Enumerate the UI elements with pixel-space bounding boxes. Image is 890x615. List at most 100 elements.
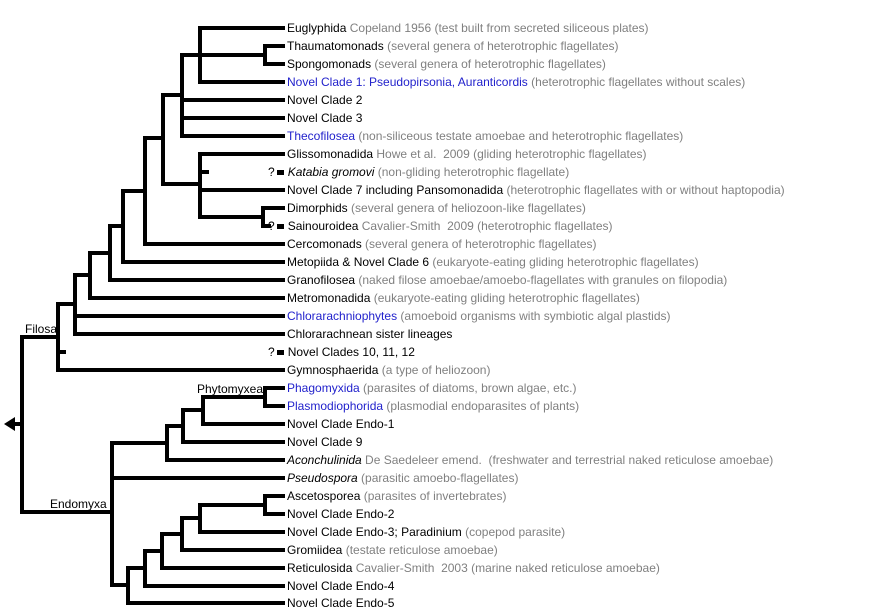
taxon-description: (several genera of heterotrophic flagell… <box>383 39 619 53</box>
taxon-name: Glissomonadida <box>287 147 374 161</box>
taxon-name: Plasmodiophorida <box>287 399 384 413</box>
taxon-name: Pseudospora <box>287 471 358 485</box>
taxon-row: Novel Clade Endo-5 <box>287 594 394 612</box>
tree-branch-horizontal <box>180 134 285 138</box>
clade-label-endomyxa: Endomyxa <box>50 497 107 511</box>
tree-branch-horizontal <box>121 189 147 193</box>
tree-branch-horizontal <box>198 530 285 534</box>
taxon-name: Novel Clade 3 <box>287 111 363 125</box>
uncertainty-stub-icon <box>276 169 284 175</box>
tree-branch-horizontal <box>201 422 285 426</box>
taxon-row: Novel Clade Endo-1 <box>287 415 394 433</box>
taxon-name: Phagomyxida <box>287 381 360 395</box>
taxon-row: Ascetosporea (parasites of invertebrates… <box>287 487 506 505</box>
taxon-row: Glissomonadida Howe et al. 2009 (gliding… <box>287 145 647 163</box>
tree-branch-horizontal <box>56 368 285 372</box>
uncertainty-stub-icon <box>276 223 284 229</box>
tree-branch-horizontal <box>181 440 285 444</box>
tree-branch-horizontal <box>180 116 285 120</box>
taxon-row: Dimorphids (several genera of heliozoon-… <box>287 199 586 217</box>
taxon-name: Novel Clade 9 <box>287 435 363 449</box>
taxon-description: (parasitic amoebo-flagellates) <box>357 471 519 485</box>
tree-branch-vertical <box>110 441 114 587</box>
taxon-description: (parasites of diatoms, brown algae, etc.… <box>359 381 577 395</box>
taxon-row: ? Novel Clades 10, 11, 12 <box>268 343 415 361</box>
tree-branch-horizontal <box>143 136 165 140</box>
tree-branch-horizontal <box>10 422 24 426</box>
taxon-row: Novel Clade 9 <box>287 433 362 451</box>
tree-branch-horizontal <box>165 458 285 462</box>
tree-branch-horizontal <box>56 302 77 306</box>
taxon-row: Novel Clade 2 <box>287 91 362 109</box>
tree-branch-horizontal <box>263 494 285 498</box>
tree-branch-horizontal <box>73 273 92 277</box>
tree-branch-horizontal <box>126 601 285 605</box>
taxon-name: Euglyphida <box>287 21 347 35</box>
tree-branch-horizontal <box>198 503 267 507</box>
taxon-description: (heterotrophic flagellates without scale… <box>527 75 746 89</box>
taxon-description: (eukaryote-eating gliding heterotrophic … <box>429 255 699 269</box>
taxon-row: Reticulosida Cavalier-Smith 2003 (marine… <box>287 559 660 577</box>
taxon-description: (several genera of heterotrophic flagell… <box>371 57 606 71</box>
taxon-row: Gromiidea (testate reticulose amoebae) <box>287 541 498 559</box>
tree-branch-horizontal <box>121 260 285 264</box>
taxon-name: Novel Clade 7 including Pansomonadida <box>287 183 504 197</box>
taxon-name: Novel Clade 2 <box>287 93 363 107</box>
tree-branch-horizontal <box>110 441 169 445</box>
taxon-name: Spongomonads <box>287 57 372 71</box>
tree-branch-horizontal <box>160 532 184 536</box>
taxon-description: (copepod parasite) <box>461 525 566 539</box>
taxon-name: Metopiida & Novel Clade 6 <box>287 255 430 269</box>
taxon-name: Thaumatomonads <box>287 39 384 53</box>
taxon-name: Novel Clade Endo-1 <box>287 417 395 431</box>
taxon-row: Novel Clade 3 <box>287 109 362 127</box>
taxon-row: Novel Clade Endo-4 <box>287 577 394 595</box>
tree-branch-horizontal <box>88 251 112 255</box>
taxon-row: Pseudospora (parasitic amoebo-flagellate… <box>287 469 518 487</box>
taxon-name: Katabia gromovi <box>287 165 375 179</box>
uncertainty-stub-icon <box>276 349 284 355</box>
taxon-name: Novel Clade Endo-5 <box>287 596 395 610</box>
tree-branch-horizontal <box>198 170 209 174</box>
taxon-name: Thecofilosea <box>287 129 356 143</box>
tree-branch-horizontal <box>198 188 285 192</box>
uncertainty-question-mark: ? <box>268 345 275 359</box>
taxon-row: Thaumatomonads (several genera of hetero… <box>287 37 619 55</box>
tree-branch-horizontal <box>261 206 285 210</box>
taxon-description: (non-gliding heterotrophic flagellate) <box>374 165 570 179</box>
taxon-name: Novel Clades 10, 11, 12 <box>287 345 415 359</box>
tree-branch-horizontal <box>161 182 202 186</box>
uncertainty-question-mark: ? <box>268 219 275 233</box>
taxon-row: Novel Clade Endo-3; Paradinium (copepod … <box>287 523 565 541</box>
tree-branch-horizontal <box>180 98 285 102</box>
taxon-description: (non-siliceous testate amoebae and heter… <box>355 129 684 143</box>
tree-branch-horizontal <box>263 386 285 390</box>
tree-branch-horizontal <box>165 424 185 428</box>
tree-branch-horizontal <box>180 548 285 552</box>
taxon-description: (testate reticulose amoebae) <box>342 543 498 557</box>
tree-branch-horizontal <box>126 566 147 570</box>
taxon-description: (several genera of heliozoon-like flagel… <box>347 201 586 215</box>
tree-branch-horizontal <box>108 278 285 282</box>
taxon-name: Aconchulinida <box>287 453 362 467</box>
taxon-row: Cercomonads (several genera of heterotro… <box>287 235 597 253</box>
taxon-name: Chlorarachniophytes <box>287 309 398 323</box>
tree-branch-horizontal <box>263 404 285 408</box>
tree-branch-horizontal <box>56 350 66 354</box>
taxon-description: (a type of heliozoon) <box>378 363 491 377</box>
tree-branch-horizontal <box>88 296 285 300</box>
tree-branch-horizontal <box>73 332 285 336</box>
tree-branch-horizontal <box>161 93 184 97</box>
taxon-name: Ascetosporea <box>287 489 361 503</box>
taxon-description: Cavalier-Smith 2009 (heterotrophic flage… <box>358 219 613 233</box>
taxon-description: (several genera of heterotrophic flagell… <box>361 237 597 251</box>
tree-branch-horizontal <box>20 335 60 339</box>
taxon-name: Sainouroidea <box>287 219 359 233</box>
tree-branch-horizontal <box>108 224 125 228</box>
taxon-description: (parasites of invertebrates) <box>360 489 507 503</box>
tree-branch-horizontal <box>263 44 285 48</box>
taxon-description: (naked filose amoebae/amoebo-flagellates… <box>355 273 728 287</box>
taxon-name: Reticulosida <box>287 561 353 575</box>
taxon-name: Gromiidea <box>287 543 343 557</box>
